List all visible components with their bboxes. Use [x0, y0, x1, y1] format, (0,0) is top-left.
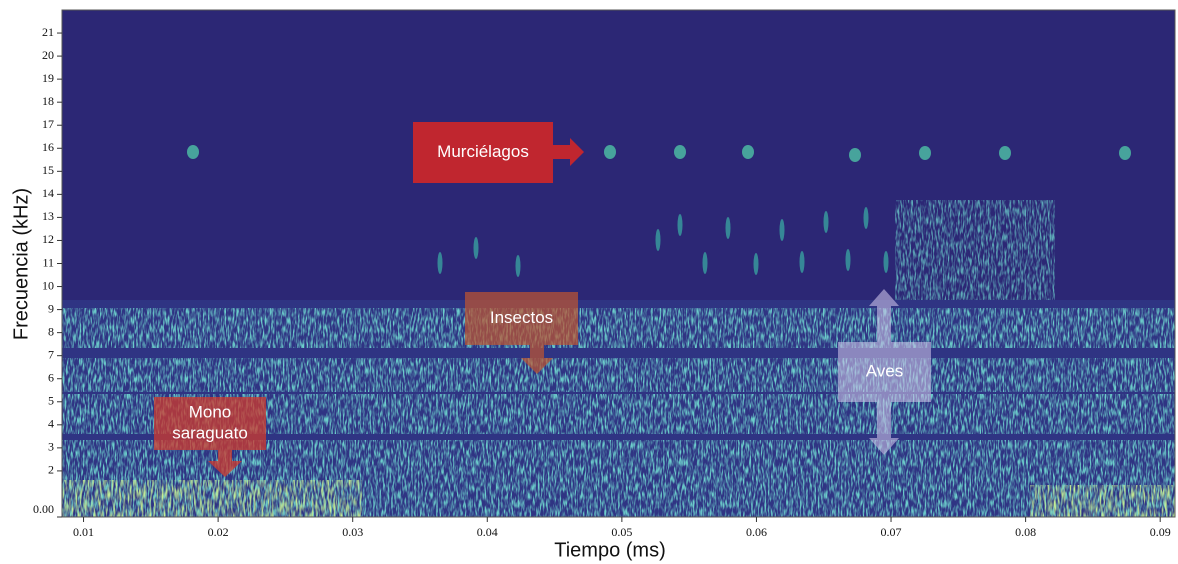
call [999, 146, 1011, 160]
x-tick-label: 0.01 [73, 525, 94, 539]
call [863, 207, 869, 229]
call [473, 237, 479, 259]
x-axis-label: Tiempo (ms) [554, 539, 665, 561]
annotation-text: Aves [866, 361, 904, 380]
y-tick-label: 6 [48, 370, 54, 384]
call [187, 145, 199, 159]
annotation-text: saraguato [172, 423, 248, 442]
y-tick-label: 16 [42, 140, 54, 154]
call [742, 145, 754, 159]
call [919, 146, 931, 160]
annotation-box [413, 122, 553, 183]
x-tick-label: 0.02 [208, 525, 229, 539]
annotation-text: Insectos [490, 308, 553, 327]
call [849, 148, 861, 162]
y-tick-label: 15 [42, 163, 54, 177]
x-tick-label: 0.06 [746, 525, 767, 539]
y-tick-label: 21 [42, 25, 54, 39]
annotation-arrow [521, 345, 553, 374]
x-tick-label: 0.07 [881, 525, 902, 539]
x-tick-label: 0.03 [342, 525, 363, 539]
annotation-text: Murciélagos [437, 142, 529, 161]
x-tick-label: 0.08 [1015, 525, 1036, 539]
call [725, 217, 731, 239]
y-tick-label: 3 [48, 440, 54, 454]
y-tick-label: 0.00 [33, 502, 54, 516]
call [702, 252, 708, 274]
annotation-box [465, 292, 578, 345]
call [437, 252, 443, 274]
call [799, 251, 805, 273]
x-tick-label: 0.09 [1150, 525, 1171, 539]
y-tick-label: 2 [48, 463, 54, 477]
y-tick-label: 4 [48, 417, 54, 431]
y-tick-label: 9 [48, 301, 54, 315]
annotation-box [154, 397, 266, 450]
call [655, 229, 661, 251]
call [753, 253, 759, 275]
call [604, 145, 616, 159]
annotation-arrow [869, 289, 899, 455]
call [674, 145, 686, 159]
x-tick-label: 0.04 [477, 525, 498, 539]
y-tick-label: 11 [42, 255, 54, 269]
y-tick-label: 17 [42, 117, 54, 131]
y-tick-label: 5 [48, 394, 54, 408]
call [779, 219, 785, 241]
y-tick-label: 12 [42, 232, 54, 246]
call [883, 251, 889, 273]
y-tick-label: 14 [42, 186, 54, 200]
y-tick-label: 18 [42, 94, 54, 108]
x-tick-label: 0.05 [611, 525, 632, 539]
y-axis-label: Frecuencia (kHz) [10, 188, 32, 340]
y-tick-label: 13 [42, 209, 54, 223]
y-tick-label: 10 [42, 278, 54, 292]
call [845, 249, 851, 271]
annotation-arrow [208, 450, 242, 477]
y-tick-label: 8 [48, 324, 54, 338]
call [677, 214, 683, 236]
y-tick-label: 19 [42, 71, 54, 85]
annotation-box [838, 342, 931, 402]
annotation-arrow [553, 138, 584, 166]
call [823, 211, 829, 233]
call [1119, 146, 1131, 160]
call [515, 255, 521, 277]
y-tick-label: 7 [48, 347, 54, 361]
y-tick-label: 20 [42, 48, 54, 62]
annotation-text: Mono [189, 402, 232, 421]
